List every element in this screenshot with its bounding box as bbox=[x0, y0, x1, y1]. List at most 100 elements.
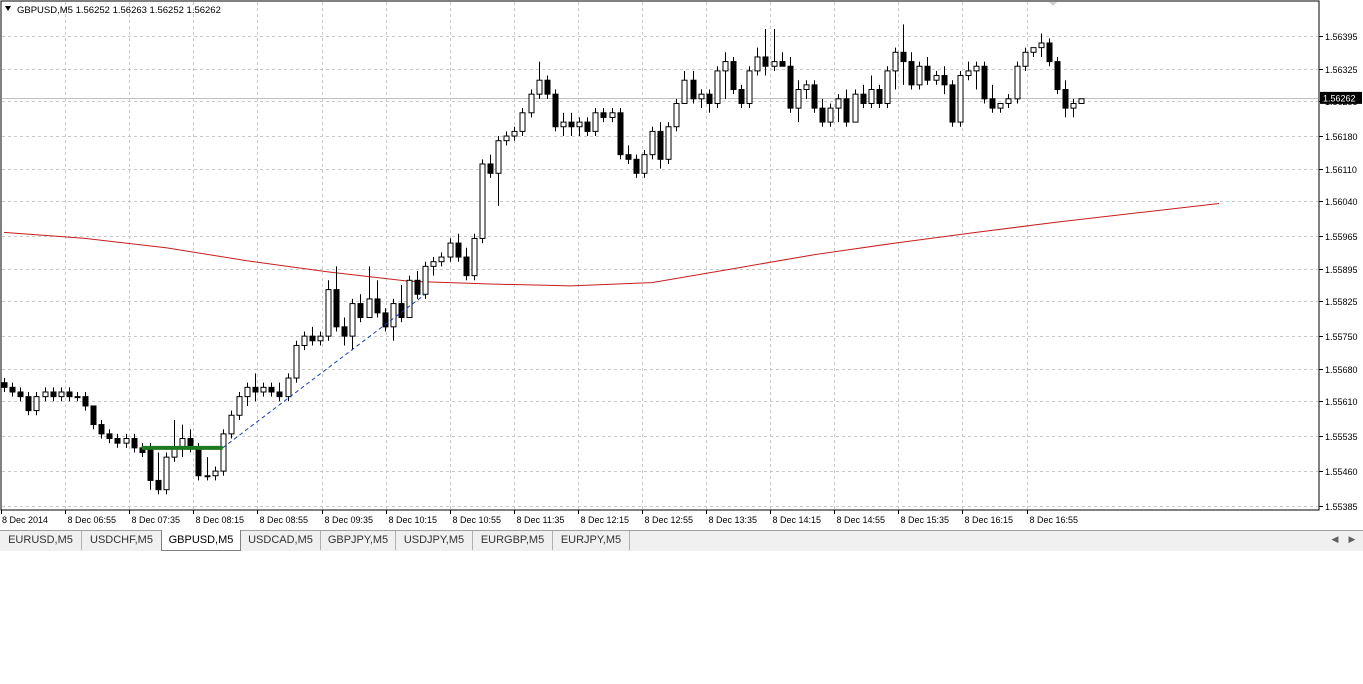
tab-usdjpy[interactable]: USDJPY,M5 bbox=[396, 531, 473, 550]
candle-bull bbox=[884, 70, 891, 104]
tab-gbpjpy[interactable]: GBPJPY,M5 bbox=[321, 531, 396, 550]
candle-bull bbox=[1038, 42, 1045, 49]
candle-bull bbox=[892, 51, 899, 72]
candle-bull bbox=[123, 438, 130, 444]
candle-bear bbox=[333, 289, 340, 328]
time-axis-label: 8 Dec 10:55 bbox=[453, 515, 502, 525]
candle-bear bbox=[309, 335, 316, 342]
candle-bear bbox=[463, 256, 470, 277]
tab-eurjpy[interactable]: EURJPY,M5 bbox=[553, 531, 630, 550]
candle-bull bbox=[33, 396, 40, 412]
candle-bull bbox=[916, 65, 923, 86]
candle-bear bbox=[860, 93, 867, 104]
tab-eurusd[interactable]: EURUSD,M5 bbox=[0, 531, 82, 550]
candle-bull bbox=[997, 102, 1004, 109]
time-axis-label: 8 Dec 12:55 bbox=[645, 515, 694, 525]
candle-bear bbox=[414, 279, 421, 295]
candle-bull bbox=[698, 93, 705, 100]
scroll-right-icon[interactable]: ▶ bbox=[1348, 535, 1356, 545]
price-axis-label: 1.55460 bbox=[1325, 467, 1358, 477]
tab-usdchf[interactable]: USDCHF,M5 bbox=[82, 531, 162, 550]
price-axis-label: 1.55750 bbox=[1325, 332, 1358, 342]
price-axis-label: 1.55535 bbox=[1325, 432, 1358, 442]
time-axis-label: 8 Dec 08:55 bbox=[260, 515, 309, 525]
candle-bear bbox=[82, 396, 89, 407]
candlestick-chart[interactable]: 1.563951.563251.562551.561801.561101.560… bbox=[0, 0, 1363, 530]
candle-bear bbox=[981, 65, 988, 100]
candle-bear bbox=[17, 391, 24, 398]
time-axis-label: 8 Dec 07:35 bbox=[132, 515, 181, 525]
tab-gbpusd[interactable]: GBPUSD,M5 bbox=[161, 530, 241, 551]
candle-bear bbox=[1046, 42, 1053, 63]
candle-bull bbox=[592, 112, 599, 132]
time-axis-label: 8 Dec 16:55 bbox=[1030, 515, 1079, 525]
candle-bull bbox=[58, 391, 65, 398]
tab-usdcad[interactable]: USDCAD,M5 bbox=[241, 531, 321, 550]
candle-bear bbox=[50, 391, 57, 398]
candle-bull bbox=[471, 237, 478, 277]
candle-bull bbox=[204, 475, 211, 478]
time-axis-label: 8 Dec 09:35 bbox=[325, 515, 374, 525]
candle-bull bbox=[528, 93, 535, 114]
current-price-label: 1.56262 bbox=[1323, 93, 1356, 103]
candle-bull bbox=[673, 102, 680, 128]
candle-bull bbox=[220, 433, 227, 472]
candle-bull bbox=[74, 396, 81, 399]
triangle-down-icon bbox=[5, 6, 11, 11]
chart-window[interactable]: 1.563951.563251.562551.561801.561101.560… bbox=[0, 0, 1363, 530]
candle-bull bbox=[503, 135, 510, 142]
price-axis-label: 1.56180 bbox=[1325, 132, 1358, 142]
candle-bull bbox=[325, 289, 332, 337]
time-axis-label: 8 Dec 08:15 bbox=[196, 515, 245, 525]
candle-bull bbox=[260, 386, 267, 393]
candle-bull bbox=[649, 130, 656, 156]
candle-bull bbox=[163, 456, 170, 491]
candle-bull bbox=[1014, 65, 1021, 100]
candle-bear bbox=[1, 382, 8, 388]
candle-bear bbox=[762, 56, 769, 67]
chart-tab-bar: EURUSD,M5 USDCHF,M5 GBPUSD,M5 USDCAD,M5 … bbox=[0, 530, 1363, 552]
candle-bear bbox=[66, 391, 73, 398]
candle-bull bbox=[349, 303, 356, 337]
candle-bear bbox=[989, 98, 996, 109]
candle-bull bbox=[722, 61, 729, 72]
chart-header-text: GBPUSD,M5 1.56252 1.56263 1.56252 1.5626… bbox=[17, 5, 221, 16]
candle-bear bbox=[1054, 61, 1061, 91]
candle-bear bbox=[625, 154, 632, 160]
candle-bull bbox=[1022, 51, 1029, 67]
candle-bear bbox=[706, 93, 713, 104]
candle-bull bbox=[285, 377, 292, 398]
candle-bear bbox=[252, 386, 259, 393]
candle-bull bbox=[681, 79, 688, 104]
candle-bull bbox=[422, 265, 429, 295]
candle-bull bbox=[430, 261, 437, 267]
candle-bear bbox=[584, 121, 591, 132]
candle-bear bbox=[819, 107, 826, 123]
time-axis-label: 8 Dec 2014 bbox=[2, 515, 48, 525]
candle-bear bbox=[544, 79, 551, 95]
candle-bear bbox=[1062, 89, 1069, 109]
candle-bull bbox=[803, 84, 810, 91]
candle-bull bbox=[301, 335, 308, 346]
time-axis-label: 8 Dec 14:15 bbox=[773, 515, 822, 525]
candle-bear bbox=[949, 84, 956, 123]
candle-bull bbox=[479, 163, 486, 239]
candle-bear bbox=[455, 242, 462, 258]
candle-bull bbox=[714, 70, 721, 104]
scroll-left-icon[interactable]: ◀ bbox=[1331, 535, 1339, 545]
candle-bull bbox=[536, 79, 543, 95]
plot-area bbox=[0, 0, 1320, 511]
time-axis-label: 8 Dec 16:15 bbox=[965, 515, 1014, 525]
trend-line bbox=[222, 293, 426, 449]
candle-bull bbox=[244, 386, 251, 398]
candle-bull bbox=[1030, 47, 1037, 53]
candle-bull bbox=[236, 396, 243, 416]
tab-eurgbp[interactable]: EURGBP,M5 bbox=[473, 531, 553, 550]
candle-bull bbox=[1005, 98, 1012, 104]
current-price-box bbox=[1320, 91, 1362, 104]
candle-bear bbox=[617, 112, 624, 156]
candle-bear bbox=[106, 433, 113, 440]
price-axis-label: 1.55825 bbox=[1325, 297, 1358, 307]
candle-bear bbox=[276, 391, 283, 398]
candle-bull bbox=[390, 303, 397, 328]
